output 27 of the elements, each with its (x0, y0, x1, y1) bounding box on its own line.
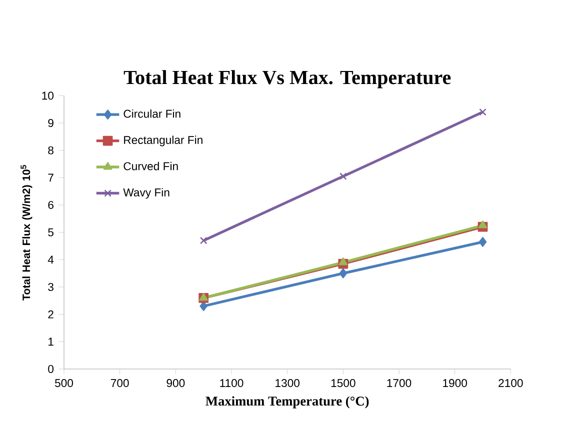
x-axis-title: Maximum Temperature (°C) (206, 396, 369, 408)
x-tick-label: 1700 (387, 379, 412, 388)
y-tick-label: 7 (48, 174, 54, 182)
y-axis-title: Total Heat Flux (W/m2) 10$^{5}$ (20, 164, 32, 300)
y-tick-label: 10 (42, 92, 54, 100)
y-tick-label: 0 (48, 364, 54, 374)
x-tick-label: 2100 (498, 379, 523, 388)
legend-label: Rectangular Fin (124, 136, 202, 146)
x-tick-label: 1900 (443, 379, 467, 388)
y-tick-label: 8 (48, 146, 54, 154)
legend-label: Circular Fin (124, 109, 180, 118)
x-tick-label: 900 (166, 379, 185, 388)
x-tick-label: 1100 (220, 379, 244, 388)
y-tick-label: 4 (48, 256, 54, 264)
x-tick-label: 1300 (276, 379, 300, 388)
legend-label: Wavy Fin (123, 188, 170, 199)
chart-title: Total Heat Flux Vs Max. Temperature (124, 70, 451, 88)
x-tick-label: 500 (55, 379, 73, 388)
x-tick-label: 1500 (331, 379, 356, 388)
y-tick-label: 3 (48, 282, 54, 292)
y-tick-label: 9 (48, 118, 54, 128)
y-tick-label: 5 (48, 228, 54, 236)
y-tick-label: 2 (48, 310, 54, 318)
x-tick-label: 700 (110, 379, 129, 388)
legend-label: Curved Fin (124, 162, 178, 170)
y-tick-label: 6 (48, 200, 54, 210)
y-tick-label: 1 (48, 338, 54, 346)
